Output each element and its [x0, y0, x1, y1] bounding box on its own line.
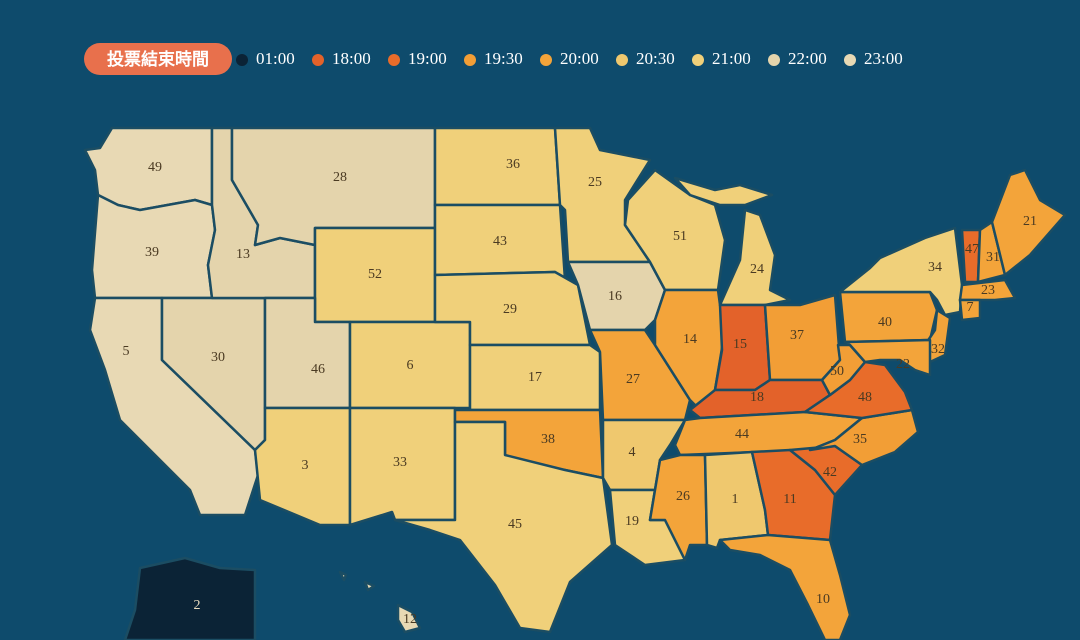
- state-shape: [338, 570, 348, 582]
- state-label: 45: [508, 517, 522, 532]
- state-label: 50: [830, 364, 844, 379]
- state-shape: [808, 408, 920, 467]
- state-shape: [673, 176, 774, 207]
- state-label: 30: [211, 350, 225, 365]
- state-label: 2: [194, 598, 201, 613]
- legend-label: 19:30: [484, 49, 523, 68]
- state-label: 40: [878, 315, 892, 330]
- legend-dot: [312, 54, 324, 66]
- legend: 01:00 18:00 19:00 19:30 20:00 20:30 21:00 22:00…: [236, 49, 903, 68]
- legend-label: 23:00: [864, 49, 903, 68]
- state-label: 10: [816, 592, 830, 607]
- state-label: 28: [333, 170, 347, 185]
- state-label: 14: [683, 332, 697, 347]
- state-label: 16: [608, 289, 622, 304]
- state-label: 26: [676, 489, 690, 504]
- state-label: 25: [588, 175, 602, 190]
- state-label: 21: [1023, 214, 1037, 229]
- legend-dot: [236, 54, 248, 66]
- state-shape: [958, 298, 982, 322]
- legend-label: 21:00: [712, 49, 751, 68]
- state-label: 52: [368, 267, 382, 282]
- legend-dot: [844, 54, 856, 66]
- state-label: 51: [673, 229, 687, 244]
- state-label: 1: [732, 492, 739, 507]
- legend-dot: [768, 54, 780, 66]
- state-label: 19: [625, 514, 639, 529]
- state-shape: [648, 453, 709, 562]
- state-shape: [843, 338, 932, 377]
- legend-dot: [692, 54, 704, 66]
- state-label: 29: [503, 302, 517, 317]
- state-label: 15: [733, 337, 747, 352]
- legend-label: 19:00: [408, 49, 447, 68]
- state-shape: [718, 533, 852, 640]
- state-label: 36: [506, 157, 520, 172]
- state-label: 11: [783, 492, 796, 507]
- state-shape: [396, 603, 422, 634]
- state-label: 37: [790, 328, 804, 343]
- state-label: 12: [403, 612, 417, 627]
- state-label: 43: [493, 234, 507, 249]
- state-shape: [393, 420, 614, 634]
- state-label: 22: [896, 357, 910, 372]
- state-label: 24: [750, 262, 764, 277]
- state-shape: [363, 580, 376, 592]
- state-shape: [588, 328, 692, 422]
- state-shape: [718, 208, 792, 307]
- state-shape: [990, 168, 1067, 277]
- state-label: 6: [407, 358, 414, 373]
- state-label: 7: [967, 300, 974, 315]
- legend-label: 20:30: [636, 49, 675, 68]
- state-shape: [958, 278, 1017, 302]
- legend-label: 20:00: [560, 49, 599, 68]
- legend-label: 22:00: [788, 49, 827, 68]
- legend-title-pill: [84, 43, 232, 75]
- state-label: 18: [750, 390, 764, 405]
- state-label: 13: [236, 247, 250, 262]
- state-label: 27: [626, 372, 640, 387]
- state-shape: [623, 168, 727, 292]
- state-shape: [123, 556, 257, 640]
- state-shape: [468, 343, 602, 412]
- legend-label: 01:00: [256, 49, 295, 68]
- legend-dot: [616, 54, 628, 66]
- state-label: 17: [528, 370, 542, 385]
- state-label: 33: [393, 455, 407, 470]
- state-label: 35: [853, 432, 867, 447]
- state-label: 38: [541, 432, 555, 447]
- state-label: 48: [858, 390, 872, 405]
- state-label: 23: [981, 283, 995, 298]
- state-shape: [433, 126, 562, 207]
- state-label: 5: [123, 344, 130, 359]
- state-label: 44: [735, 427, 749, 442]
- legend-label: 18:00: [332, 49, 371, 68]
- state-label: 34: [928, 260, 942, 275]
- state-label: 42: [823, 465, 837, 480]
- state-label: 31: [986, 250, 1000, 265]
- state-label: 3: [302, 458, 309, 473]
- legend-dot: [464, 54, 476, 66]
- state-label: 49: [148, 160, 162, 175]
- state-label: 46: [311, 362, 325, 377]
- legend-dot: [388, 54, 400, 66]
- state-label: 4: [629, 445, 636, 460]
- state-label: 32: [931, 342, 945, 357]
- state-label: 47: [965, 242, 979, 257]
- legend-title: 投票結束時間: [107, 49, 209, 70]
- legend-dot: [540, 54, 552, 66]
- state-label: 39: [145, 245, 159, 260]
